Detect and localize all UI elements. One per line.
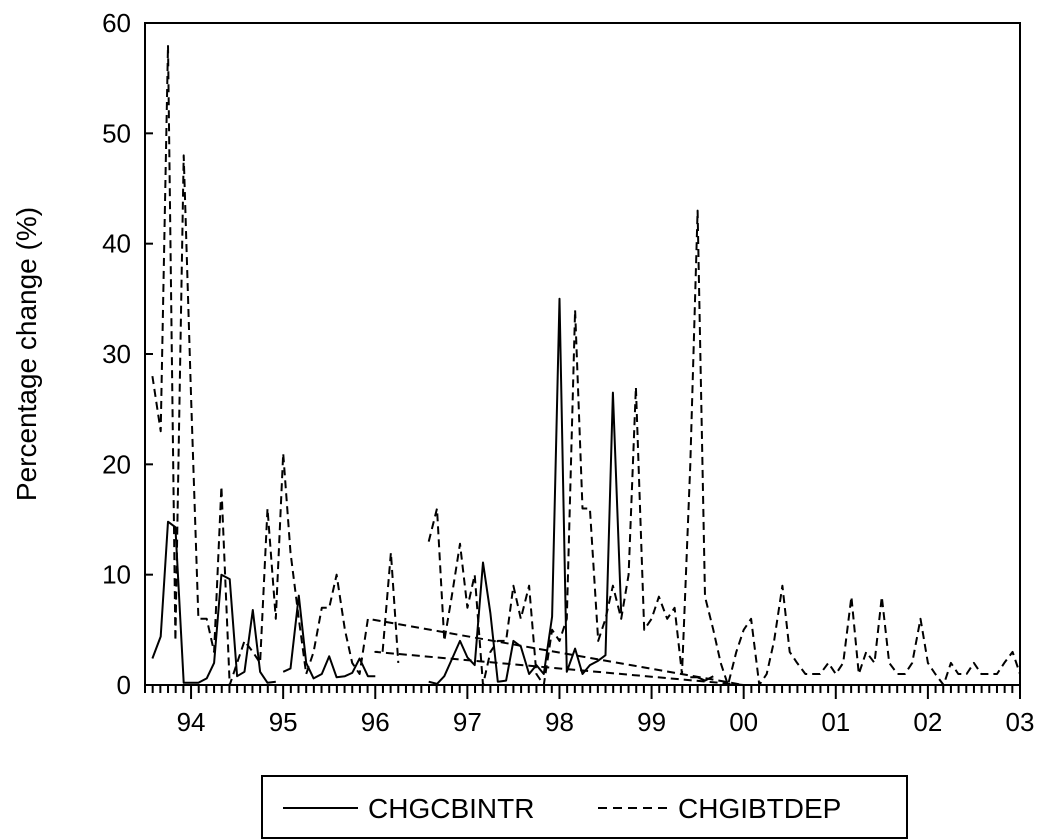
x-tick-label-99: 99 xyxy=(637,707,666,737)
x-tick-label-03: 03 xyxy=(1006,707,1035,737)
legend-box xyxy=(261,775,908,839)
legend-label-chgcbintr: CHGCBINTR xyxy=(368,793,534,824)
y-axis: 0 10 20 30 40 50 60 xyxy=(102,8,153,700)
series-line-chgcbintr-1 xyxy=(282,594,376,680)
x-tick-label-01: 01 xyxy=(821,707,850,737)
x-tick-label-02: 02 xyxy=(913,707,942,737)
x-axis: 94 95 96 97 98 99 00 01 02 03 xyxy=(144,685,1035,737)
legend: CHGCBINTR CHGIBTDEP xyxy=(261,775,908,839)
y-tick-label-40: 40 xyxy=(102,229,131,259)
y-tick-label-10: 10 xyxy=(102,560,131,590)
y-tick-label-50: 50 xyxy=(102,118,131,148)
x-tick-label-97: 97 xyxy=(453,707,482,737)
series-layer xyxy=(151,44,1021,686)
x-tick-label-94: 94 xyxy=(177,707,206,737)
y-tick-label-0: 0 xyxy=(117,670,131,700)
y-tick-label-20: 20 xyxy=(102,449,131,479)
series-line-chgcbintr-0 xyxy=(151,520,276,684)
y-axis-title: Percentage change (%) xyxy=(11,207,42,501)
x-tick-label-98: 98 xyxy=(545,707,574,737)
legend-label-chgibtdep: CHGIBTDEP xyxy=(678,793,841,824)
y-tick-label-60: 60 xyxy=(102,8,131,38)
series-chgibtdep xyxy=(151,44,1021,686)
x-tick-label-95: 95 xyxy=(269,707,298,737)
series-line-chgcbintr-2 xyxy=(428,297,623,685)
plot-frame xyxy=(144,22,1021,686)
y-tick-label-30: 30 xyxy=(102,339,131,369)
series-chgcbintr xyxy=(151,297,714,685)
x-tick-label-96: 96 xyxy=(361,707,390,737)
x-tick-label-00: 00 xyxy=(729,707,758,737)
series-line-chgibtdep-0 xyxy=(151,44,745,686)
series-line-chgibtdep-1 xyxy=(427,209,1021,686)
